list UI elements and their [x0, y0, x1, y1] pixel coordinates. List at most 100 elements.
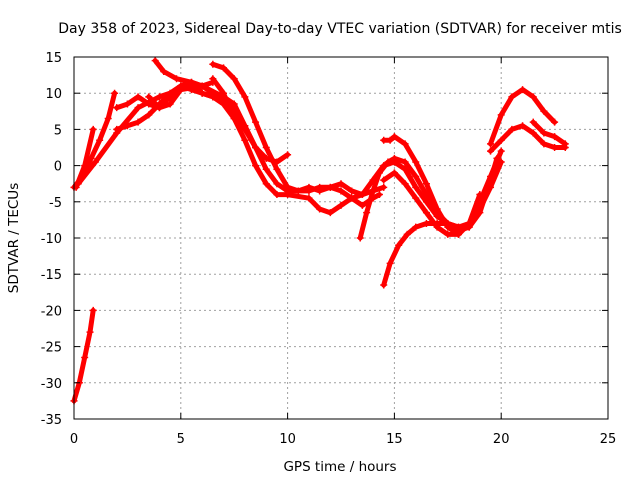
point-marker — [145, 100, 153, 108]
point-marker — [422, 220, 430, 228]
point-marker — [487, 147, 495, 155]
point-marker — [380, 281, 388, 289]
y-tick-label: 15 — [45, 51, 62, 66]
point-marker — [123, 122, 131, 130]
point-marker — [155, 104, 163, 112]
point-marker — [111, 89, 119, 97]
point-marker — [454, 223, 462, 231]
point-marker — [403, 230, 411, 238]
point-marker — [358, 191, 366, 199]
x-tick-label: 15 — [386, 432, 403, 447]
point-marker — [465, 223, 473, 231]
chart-title: Day 358 of 2023, Sidereal Day-to-day VTE… — [58, 21, 622, 37]
point-marker — [476, 209, 484, 217]
point-marker — [380, 183, 388, 191]
point-marker — [209, 60, 217, 68]
point-marker — [540, 140, 548, 148]
y-tick-label: -30 — [41, 377, 62, 392]
point-marker — [551, 144, 559, 151]
point-marker — [74, 180, 82, 188]
point-marker — [262, 165, 270, 173]
point-marker — [177, 82, 185, 90]
point-marker — [104, 115, 112, 123]
point-marker — [284, 183, 292, 191]
point-marker — [273, 191, 281, 199]
point-marker — [433, 205, 441, 213]
point-marker — [529, 118, 537, 126]
point-marker — [262, 144, 270, 151]
y-tick-label: 0 — [54, 160, 62, 175]
point-marker — [113, 104, 121, 112]
point-marker — [487, 140, 495, 148]
point-marker — [241, 136, 249, 144]
point-marker — [363, 209, 371, 217]
point-marker — [220, 64, 228, 72]
point-marker — [375, 169, 383, 177]
point-marker — [305, 194, 313, 202]
y-tick-label: 10 — [45, 87, 62, 102]
x-tick-label: 10 — [279, 432, 296, 447]
y-axis-label: SDTVAR / TECUs — [6, 183, 22, 293]
point-marker — [422, 209, 430, 217]
point-marker — [561, 140, 569, 148]
point-marker — [412, 223, 420, 231]
y-tick-label: -35 — [41, 413, 62, 428]
point-marker — [476, 198, 484, 206]
point-marker — [422, 180, 430, 188]
point-marker — [316, 205, 324, 213]
point-marker — [230, 100, 238, 108]
point-marker — [454, 230, 462, 238]
point-marker — [551, 133, 559, 141]
point-marker — [134, 118, 142, 126]
series-arc-q — [530, 119, 568, 147]
point-marker — [337, 201, 345, 209]
point-marker — [187, 78, 195, 86]
point-marker — [134, 104, 142, 112]
point-marker — [113, 125, 121, 133]
point-marker — [444, 230, 452, 238]
point-marker — [81, 353, 89, 361]
point-marker — [356, 234, 364, 242]
point-marker — [198, 82, 206, 90]
point-marker — [145, 93, 153, 101]
series-arc-n — [381, 221, 472, 288]
point-marker — [273, 180, 281, 188]
point-marker — [151, 57, 159, 65]
point-marker — [123, 100, 131, 108]
point-marker — [81, 162, 89, 170]
y-tick-label: -5 — [49, 196, 62, 211]
point-marker — [444, 220, 452, 228]
point-marker — [284, 151, 292, 159]
series-arc-f — [114, 83, 504, 230]
point-marker — [230, 115, 238, 123]
point-marker — [209, 89, 217, 97]
point-marker — [198, 89, 206, 97]
point-marker — [173, 75, 181, 83]
point-marker — [89, 125, 97, 133]
x-tick-label: 5 — [177, 432, 185, 447]
y-tick-label: -25 — [41, 341, 62, 356]
point-marker — [348, 194, 356, 202]
point-marker — [209, 75, 217, 83]
point-marker — [187, 86, 195, 94]
point-marker — [273, 165, 281, 173]
x-tick-label: 25 — [600, 432, 617, 447]
point-marker — [384, 158, 392, 166]
axis-ticks: 0 5 10 15 20 25 15 10 5 0 -5 -10 -15 -20 -25 -30 -35 — [41, 51, 617, 447]
point-marker — [230, 75, 238, 83]
point-marker — [375, 191, 383, 199]
point-marker — [395, 241, 403, 249]
point-marker — [401, 140, 409, 148]
y-tick-label: 5 — [54, 123, 62, 138]
point-marker — [155, 93, 163, 101]
point-marker — [508, 93, 516, 101]
point-marker — [380, 176, 388, 184]
point-marker — [145, 111, 153, 119]
point-marker — [348, 187, 356, 195]
point-marker — [96, 136, 104, 144]
point-marker — [89, 306, 97, 314]
point-marker — [316, 187, 324, 195]
point-marker — [166, 100, 174, 108]
point-marker — [390, 169, 398, 177]
point-marker — [358, 201, 366, 209]
